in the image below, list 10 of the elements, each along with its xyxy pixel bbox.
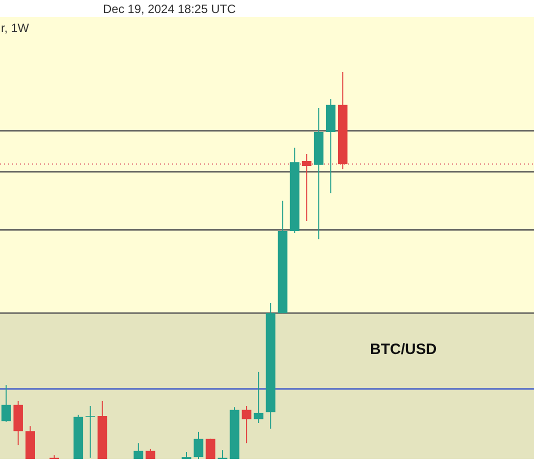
- chart-title: Dec 19, 2024 18:25 UTC: [103, 2, 236, 16]
- text: BTC/USD: [370, 341, 437, 358]
- candlestick: [194, 431, 204, 460]
- candlestick: [302, 154, 312, 222]
- candlestick: [86, 405, 96, 458]
- candlestick: [1, 384, 11, 422]
- candlestick: [254, 371, 264, 424]
- chart-subtitle: r, 1W: [1, 21, 30, 35]
- candlestick: [134, 442, 144, 460]
- candlestick: [242, 405, 252, 444]
